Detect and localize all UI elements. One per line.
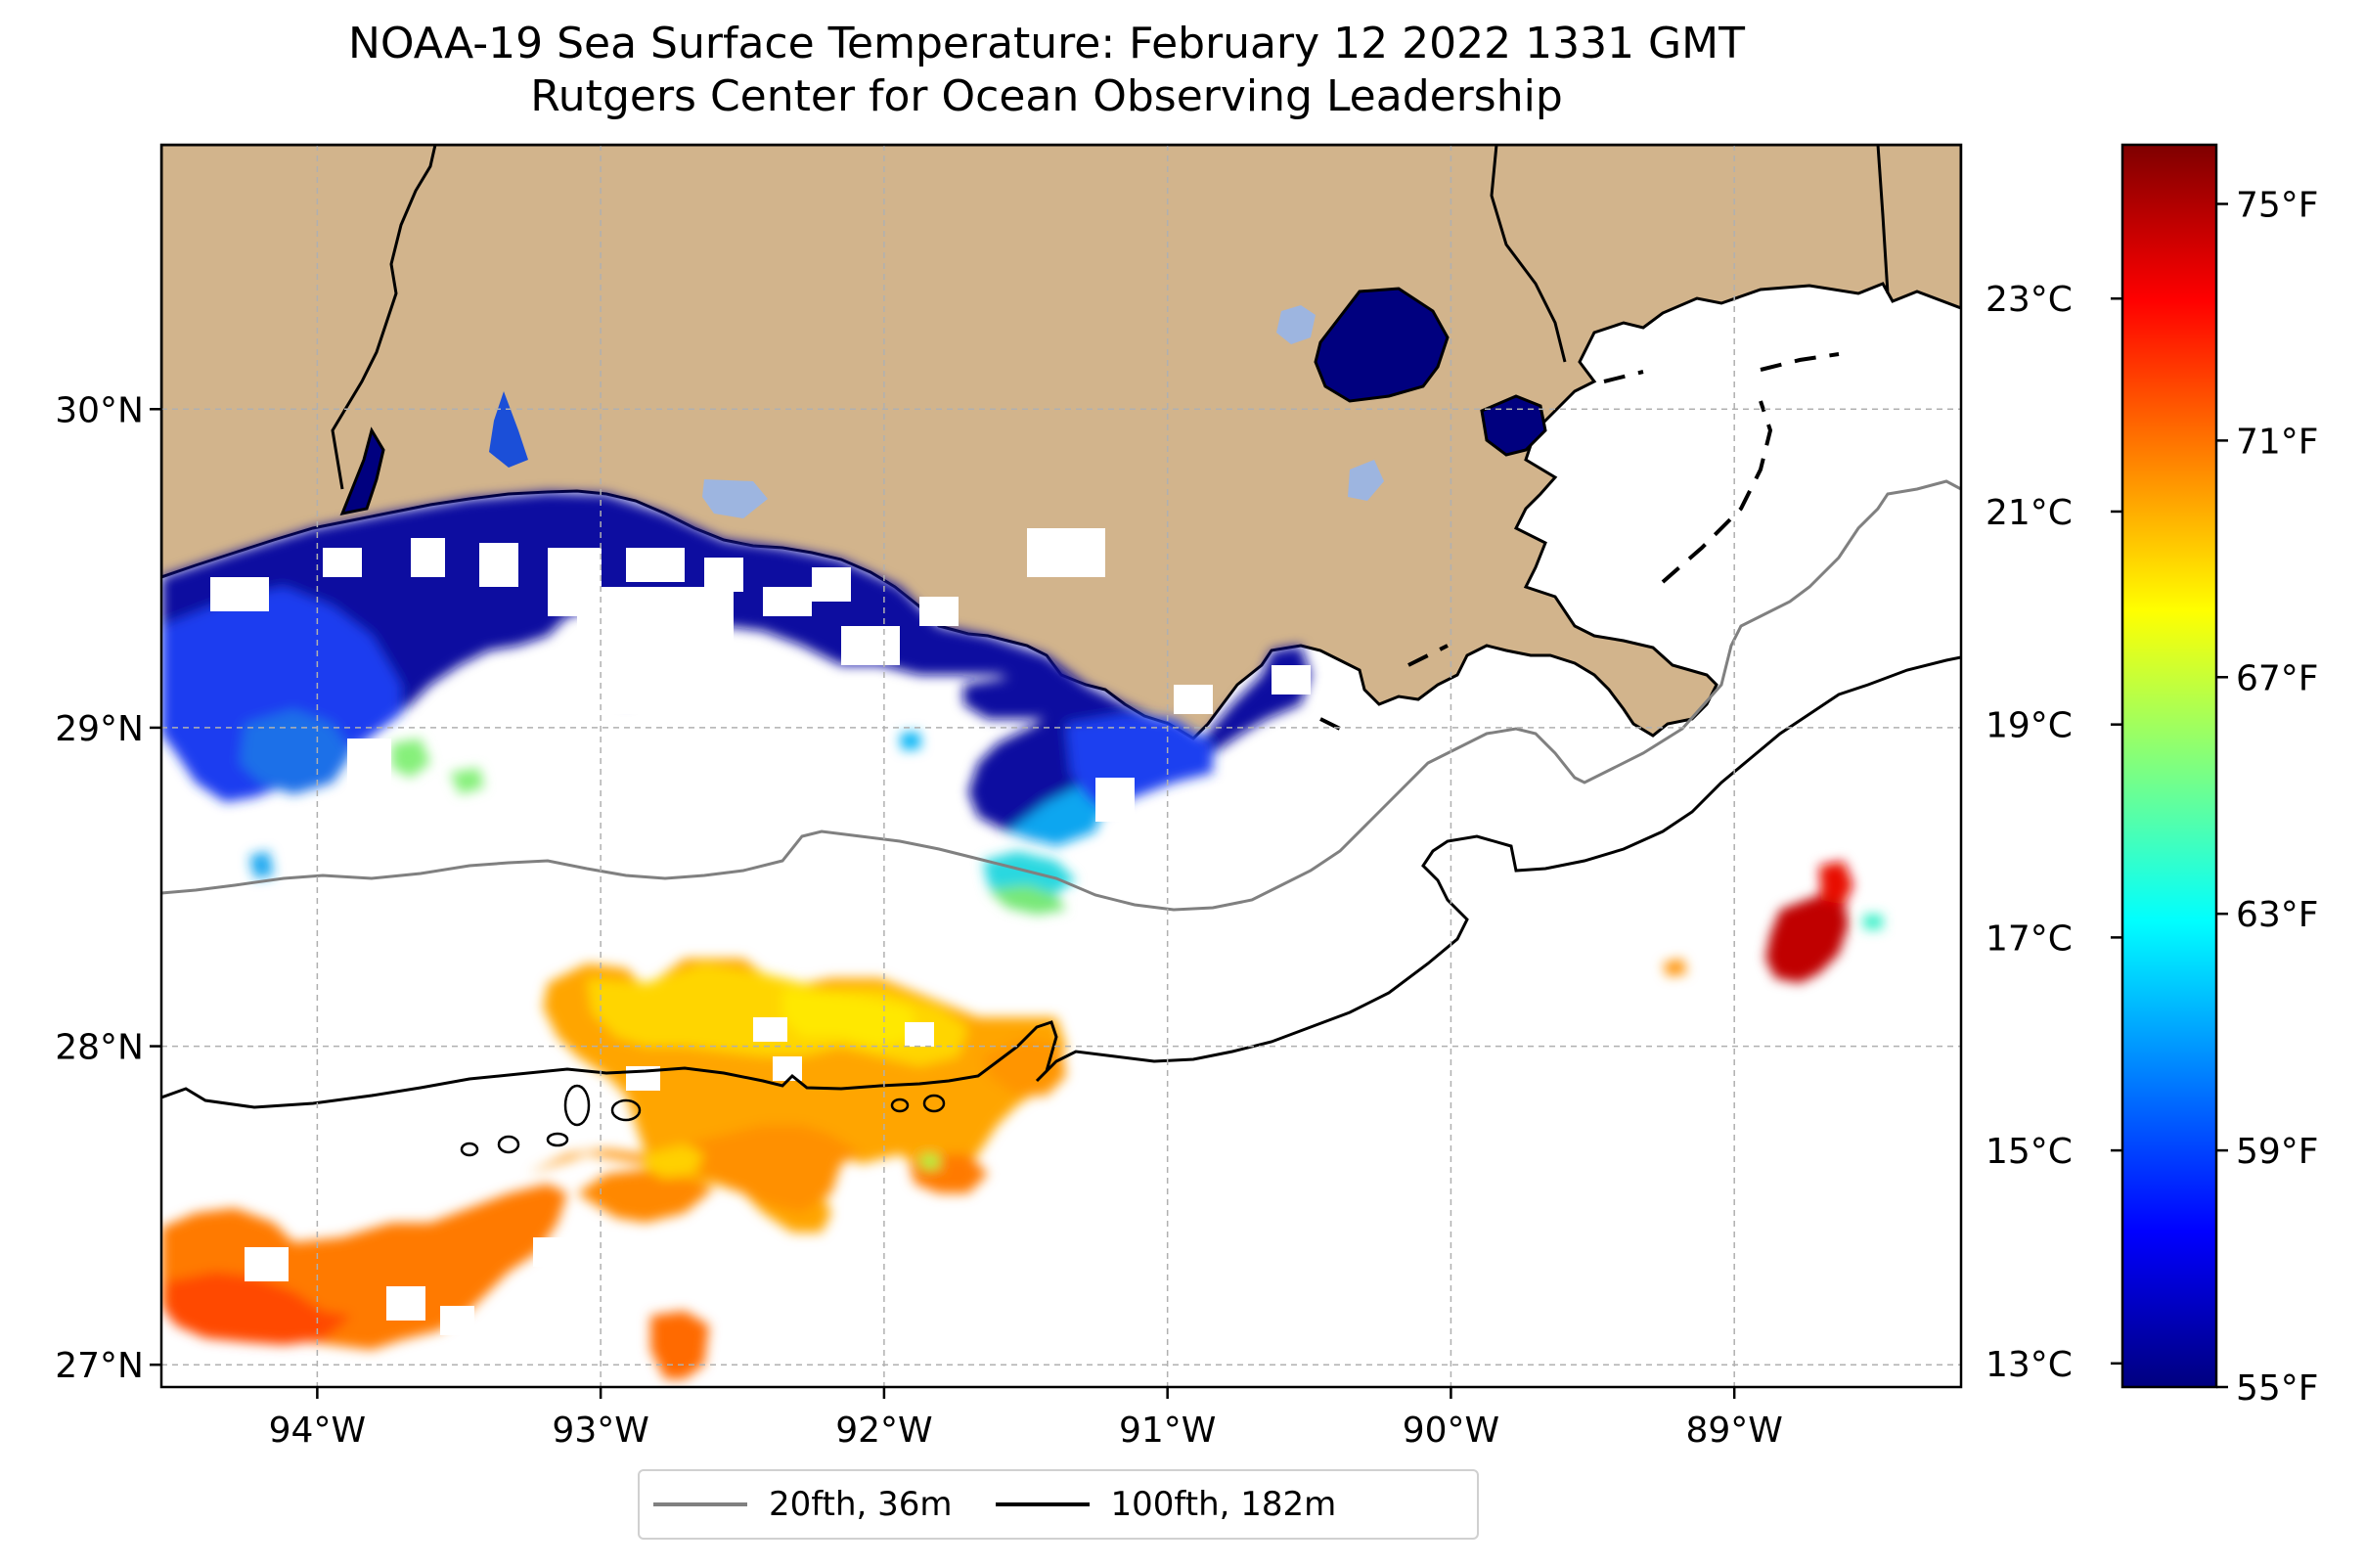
c-tick-label-23: 23°C <box>1986 280 2073 320</box>
c-tick-19: 19°C <box>1986 706 2122 746</box>
calcasieu-lake <box>489 391 528 468</box>
lon-axis: 94°W 93°W 92°W 91°W 90°W 89°W <box>269 1387 1783 1451</box>
lon-tick-91: 91°W <box>1119 1387 1216 1451</box>
lon-tick-90: 90°W <box>1403 1387 1499 1451</box>
lake-borgne <box>1480 394 1547 457</box>
lat-axis: 27°N 28°N 29°N 30°N <box>55 390 161 1386</box>
lat-tick-28: 28°N <box>55 1028 161 1068</box>
lon-tick-94: 94°W <box>269 1387 366 1451</box>
legend-label-100fth: 100fth, 182m <box>1110 1485 1337 1524</box>
bayou-lake <box>1348 460 1384 501</box>
c-tick-label-13: 13°C <box>1986 1345 2073 1385</box>
lake-maurepas <box>1276 305 1316 344</box>
lon-tick-89: 89°W <box>1685 1387 1783 1451</box>
legend-label-20fth: 20fth, 36m <box>769 1485 953 1524</box>
f-tick-71: 71°F <box>2216 422 2319 462</box>
lat-tick-27: 27°N <box>55 1346 161 1386</box>
c-tick-label-17: 17°C <box>1986 918 2073 959</box>
lat-tick-label-29: 29°N <box>55 709 144 749</box>
title-line-2: Rutgers Center for Ocean Observing Leade… <box>530 71 1563 121</box>
map-frame <box>159 143 1963 1389</box>
colorbar: 55°F 59°F 63°F 67°F 71°F 75°F 13°C 15°C … <box>1986 143 2319 1409</box>
lon-tick-label-89: 89°W <box>1685 1411 1782 1451</box>
title-line-1: NOAA-19 Sea Surface Temperature: Februar… <box>348 19 1745 68</box>
f-tick-label-71: 71°F <box>2236 422 2319 462</box>
lon-tick-label-94: 94°W <box>269 1411 366 1451</box>
lat-tick-label-28: 28°N <box>55 1028 144 1068</box>
legend-item-20fth: 20fth, 36m <box>653 1485 953 1524</box>
lon-tick-label-92: 92°W <box>835 1411 932 1451</box>
f-tick-59: 59°F <box>2216 1132 2319 1172</box>
legend-swatch-100fth <box>995 1502 1090 1506</box>
f-tick-75: 75°F <box>2216 185 2319 225</box>
f-tick-label-75: 75°F <box>2236 185 2319 225</box>
c-tick-17: 17°C <box>1986 918 2122 959</box>
cloud-gaps-nearshore <box>210 528 1311 822</box>
sst-midshelf-warm <box>161 861 1883 1379</box>
lon-tick-93: 93°W <box>552 1387 649 1451</box>
colorbar-c-axis: 13°C 15°C 17°C 19°C 21°C 23°C <box>1986 280 2122 1385</box>
isobath-100fth <box>161 655 1961 1109</box>
f-tick-55: 55°F <box>2216 1368 2319 1409</box>
lon-tick-label-91: 91°W <box>1119 1411 1216 1451</box>
c-tick-15: 15°C <box>1986 1132 2122 1172</box>
lat-tick-29: 29°N <box>55 709 161 749</box>
colorbar-gradient <box>2120 143 2218 1389</box>
lake-pontchartrain <box>1314 287 1450 403</box>
c-tick-23: 23°C <box>1986 280 2122 320</box>
f-tick-label-59: 59°F <box>2236 1132 2319 1172</box>
contour-legend: 20fth, 36m 100fth, 182m <box>638 1469 1479 1540</box>
bank-contours <box>460 1084 946 1157</box>
f-tick-label-67: 67°F <box>2236 658 2319 698</box>
sabine-lake <box>339 426 385 516</box>
lat-tick-30: 30°N <box>55 390 161 430</box>
shoal-lines <box>1319 352 1840 736</box>
f-tick-label-63: 63°F <box>2236 895 2319 935</box>
lon-tick-label-93: 93°W <box>552 1411 648 1451</box>
map-panel <box>161 145 1961 1387</box>
legend-item-100fth: 100fth, 182m <box>995 1485 1337 1524</box>
lon-tick-92: 92°W <box>835 1387 933 1451</box>
f-tick-67: 67°F <box>2216 658 2319 698</box>
legend-swatch-20fth <box>653 1502 747 1506</box>
c-tick-label-19: 19°C <box>1986 706 2073 746</box>
map-title: NOAA-19 Sea Surface Temperature: Februar… <box>0 18 2093 123</box>
c-tick-label-21: 21°C <box>1986 493 2073 533</box>
lat-tick-label-27: 27°N <box>55 1346 144 1386</box>
lat-tick-label-30: 30°N <box>55 390 144 430</box>
colorbar-f-axis: 55°F 59°F 63°F 67°F 71°F 75°F <box>2216 185 2319 1409</box>
f-tick-label-55: 55°F <box>2236 1368 2319 1409</box>
f-tick-63: 63°F <box>2216 895 2319 935</box>
c-tick-13: 13°C <box>1986 1345 2122 1385</box>
c-tick-21: 21°C <box>1986 493 2122 533</box>
isobath-20fth <box>161 479 1961 912</box>
cloud-gaps-offshore <box>245 1017 934 1335</box>
map-gridlines <box>161 145 1961 1387</box>
white-lake <box>702 479 768 518</box>
lon-tick-label-90: 90°W <box>1403 1411 1499 1451</box>
state-borders <box>331 145 1890 490</box>
c-tick-label-15: 15°C <box>1986 1132 2073 1172</box>
